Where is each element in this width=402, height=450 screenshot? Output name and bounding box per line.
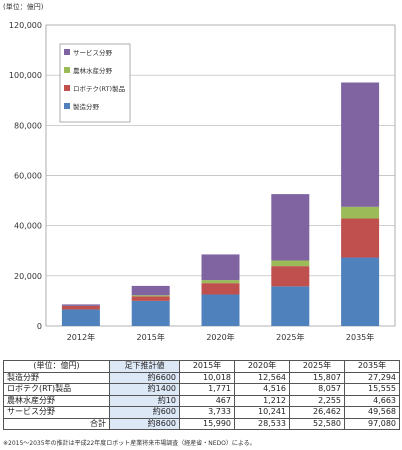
legend-label: ロボテク(RT)製品 bbox=[73, 84, 125, 93]
row-value: 27,294 bbox=[344, 371, 400, 384]
table-header-estimate: 足下推計値 bbox=[109, 360, 180, 373]
row-value: 15,990 bbox=[179, 417, 235, 430]
row-label: サービス分野 bbox=[3, 406, 110, 419]
x-tick-label: 2020年 bbox=[206, 332, 234, 342]
bar-segment bbox=[201, 283, 240, 295]
row-estimate: 約10 bbox=[109, 394, 180, 407]
row-value: 52,580 bbox=[289, 417, 345, 430]
stacked-bar-chart: (単位：億円) 0 20,000 40,000 60,000 80,000 100,000… bbox=[3, 3, 396, 342]
y-tick-label: 80,000 bbox=[14, 121, 42, 130]
row-estimate: 約6600 bbox=[109, 371, 180, 384]
bar-segment bbox=[271, 286, 310, 326]
table-row-total: 合計 約8600 15,990 28,533 52,580 97,080 bbox=[3, 417, 400, 430]
table-header-2025: 2025年 bbox=[289, 360, 345, 373]
y-tick-label: 100,000 bbox=[9, 71, 42, 80]
legend-swatch bbox=[64, 103, 70, 109]
row-value: 8,057 bbox=[289, 383, 345, 396]
row-label: 合計 bbox=[3, 417, 110, 430]
y-tick-label: 20,000 bbox=[14, 272, 42, 281]
legend-swatch bbox=[64, 85, 70, 91]
table-header-2020: 2020年 bbox=[234, 360, 290, 373]
row-estimate: 約600 bbox=[109, 406, 180, 419]
row-estimate: 約8600 bbox=[109, 417, 180, 430]
legend-swatch bbox=[64, 67, 70, 73]
table-header-row: (単位：億円) 足下推計値 2015年 2020年 2025年 2035年 bbox=[3, 360, 400, 373]
row-value: 15,555 bbox=[344, 383, 400, 396]
bar-segment bbox=[271, 194, 310, 261]
bar-segment bbox=[61, 304, 100, 306]
x-tick-label: 2012年 bbox=[67, 332, 95, 342]
bar-segment bbox=[131, 300, 170, 326]
row-value: 97,080 bbox=[344, 417, 400, 430]
row-value: 2,255 bbox=[289, 394, 345, 407]
row-label: ロボテク(RT)製品 bbox=[3, 383, 110, 396]
x-tick-label: 2025年 bbox=[276, 332, 304, 342]
bar-segment bbox=[341, 206, 380, 219]
bar-segment bbox=[61, 305, 100, 310]
bar-segment bbox=[201, 294, 240, 326]
table-header-2015: 2015年 bbox=[179, 360, 235, 373]
legend-swatch bbox=[64, 49, 70, 55]
row-value: 26,462 bbox=[289, 406, 345, 419]
row-value: 10,018 bbox=[179, 371, 235, 384]
row-value: 3,733 bbox=[179, 406, 235, 419]
bar-segment bbox=[341, 257, 380, 326]
row-value: 28,533 bbox=[234, 417, 290, 430]
bar-segment bbox=[131, 285, 170, 296]
bar-segment bbox=[201, 280, 240, 284]
row-value: 12,564 bbox=[234, 371, 290, 384]
bar-segment bbox=[61, 309, 100, 326]
row-value: 1,212 bbox=[234, 394, 290, 407]
legend-box bbox=[59, 43, 131, 123]
chart-svg: 0 20,000 40,000 60,000 80,000 100,000 120,000 2… bbox=[9, 21, 396, 342]
table-row: 農林水産分野 約10 467 1,212 2,255 4,663 bbox=[3, 394, 400, 407]
chart-unit-label: (単位：億円) bbox=[3, 3, 44, 11]
y-tick-label: 60,000 bbox=[14, 172, 42, 181]
y-tick-label: 40,000 bbox=[14, 222, 42, 231]
bar-segment bbox=[341, 218, 380, 258]
bar-segment bbox=[271, 260, 310, 267]
legend-label: 農林水産分野 bbox=[73, 66, 113, 75]
table-header-unit: (単位：億円) bbox=[3, 360, 110, 373]
legend-label: サービス分野 bbox=[73, 48, 113, 57]
row-label: 農林水産分野 bbox=[3, 394, 110, 407]
y-tick-label: 120,000 bbox=[9, 21, 42, 30]
table-header-2035: 2035年 bbox=[344, 360, 400, 373]
bar-segment bbox=[131, 295, 170, 297]
row-value: 1,771 bbox=[179, 383, 235, 396]
row-label: 製造分野 bbox=[3, 371, 110, 384]
table-row: ロボテク(RT)製品 約1400 1,771 4,516 8,057 15,55… bbox=[3, 383, 400, 396]
row-value: 10,241 bbox=[234, 406, 290, 419]
bar-segment bbox=[341, 82, 380, 207]
row-value: 49,568 bbox=[344, 406, 400, 419]
x-tick-label: 2035年 bbox=[346, 332, 374, 342]
legend-label: 製造分野 bbox=[73, 102, 100, 111]
x-tick-label: 2015年 bbox=[137, 332, 165, 342]
data-table: (単位：億円) 足下推計値 2015年 2020年 2025年 2035年 製造… bbox=[3, 360, 400, 430]
table-row: サービス分野 約600 3,733 10,241 26,462 49,568 bbox=[3, 406, 400, 419]
bar-segment bbox=[131, 296, 170, 301]
row-value: 4,516 bbox=[234, 383, 290, 396]
row-estimate: 約1400 bbox=[109, 383, 180, 396]
row-value: 15,807 bbox=[289, 371, 345, 384]
row-value: 4,663 bbox=[344, 394, 400, 407]
table-row: 製造分野 約6600 10,018 12,564 15,807 27,294 bbox=[3, 371, 400, 384]
bar-segment bbox=[271, 266, 310, 287]
footnote: ※2015～2035年の推計は平成22年度ロボット産業将来市場調査（経産省・NE… bbox=[3, 440, 256, 447]
bar-segment bbox=[201, 254, 240, 281]
row-value: 467 bbox=[179, 394, 235, 407]
y-tick-label: 0 bbox=[37, 322, 42, 331]
